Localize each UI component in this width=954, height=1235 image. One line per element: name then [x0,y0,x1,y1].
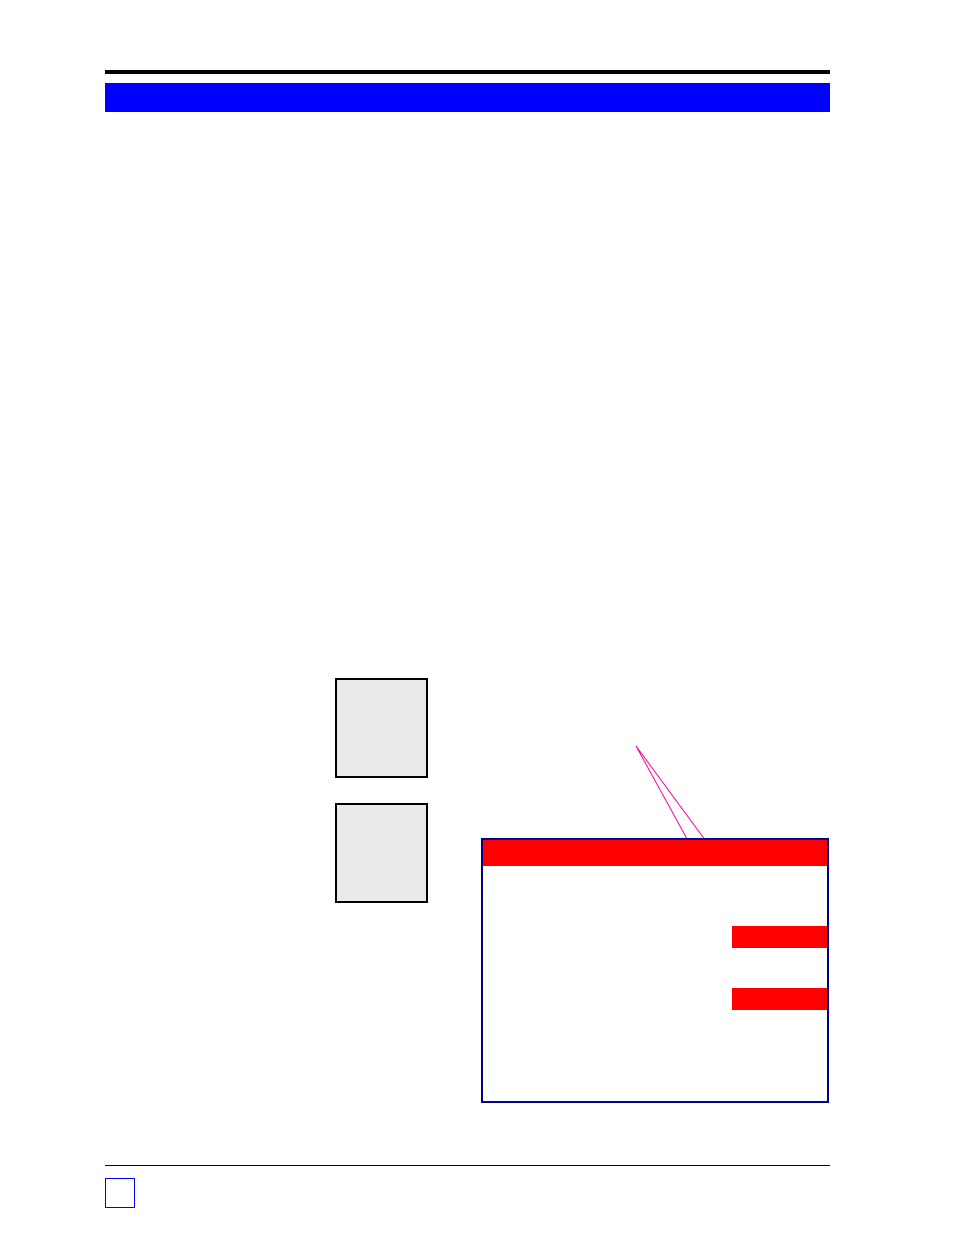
panel-strip-2 [732,988,827,1010]
panel-header-bar [483,840,827,866]
gray-box-2 [335,803,428,903]
title-bar [105,83,830,112]
top-rule [105,70,830,74]
info-panel [481,838,829,1103]
panel-strip-1 [732,926,827,948]
bottom-rule [105,1165,830,1166]
gray-box-1 [335,678,428,778]
document-page [0,0,954,1235]
page-number-box [105,1178,135,1208]
